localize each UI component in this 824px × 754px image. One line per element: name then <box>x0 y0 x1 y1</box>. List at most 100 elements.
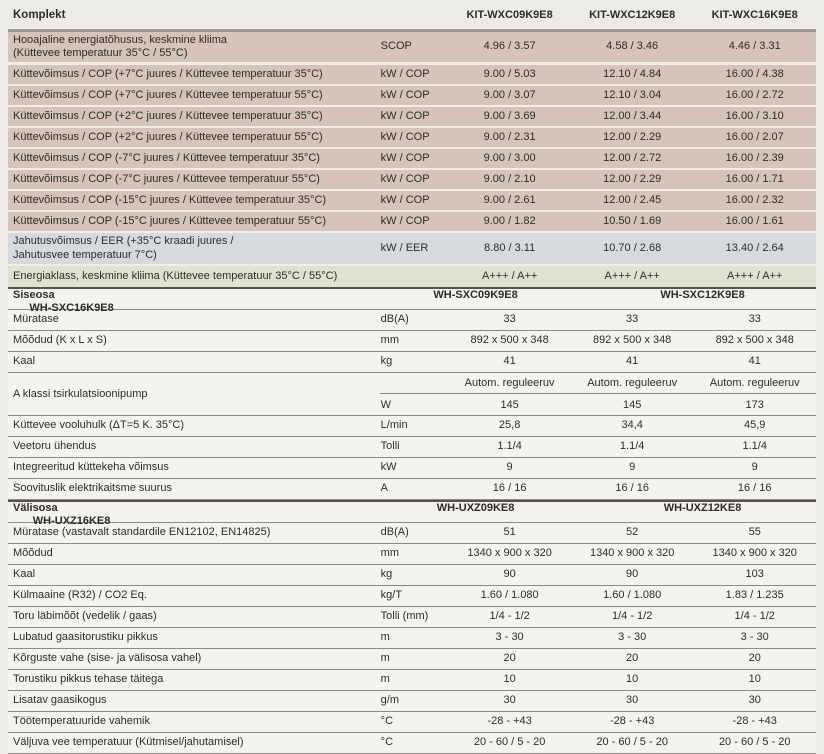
value-cell: 30 <box>748 694 761 707</box>
table-row: Küttevõimsus / COP (-7°C juures / Küttev… <box>8 149 816 170</box>
split-subrows: Autom. reguleeruv Autom. reguleeruv Autom.… <box>379 373 816 415</box>
row-label-line: Hooajaline energiatõhusus, keskmine klii… <box>13 33 228 46</box>
row-label-line: Jahutusvee temperatuur 7°C) <box>13 248 157 261</box>
value-cell: 9.00 / 2.31 <box>483 130 536 143</box>
column-header-model: WH-UXZ09KE8 <box>436 502 515 514</box>
table-row: Küttevee vooluhulk (ΔT=5 K. 35°C) L/min 25… <box>8 416 816 437</box>
table-row: Torustiku pikkus tehase täitega m 10 10 10 <box>8 670 816 691</box>
unit-cell: kW <box>380 461 397 474</box>
value-cell: -28 - +43 <box>609 715 655 728</box>
value-cell: 12.00 / 2.29 <box>603 130 662 143</box>
value-cell: 20 - 60 / 5 - 20 <box>718 736 791 749</box>
value-cell: A+++ / A++ <box>604 269 660 282</box>
row-label-line: Integreeritud küttekeha võimsus <box>13 461 169 474</box>
value-cell: 1.83 / 1.235 <box>725 589 784 602</box>
value-cell: 1.60 / 1.080 <box>603 589 662 602</box>
value-cell: 51 <box>503 526 516 539</box>
unit-cell: kW / COP <box>380 67 430 80</box>
section-title: Komplekt <box>13 8 66 21</box>
value-cell: 33 <box>503 313 516 326</box>
unit-cell: mm <box>380 334 399 347</box>
value-cell: 9.00 / 2.61 <box>483 193 536 206</box>
column-header-model: KIT-WXC09K9E8 <box>466 8 553 21</box>
value-cell: 173 <box>745 398 764 411</box>
value-cell: 13.40 / 2.64 <box>725 241 784 254</box>
value-cell: 45,9 <box>744 419 766 432</box>
row-label-line: Kaal <box>13 355 36 368</box>
row-label: Küttevõimsus / COP (+7°C juures / Küttev… <box>8 89 380 102</box>
value-cell: 145 <box>622 398 642 411</box>
unit-cell: W <box>380 398 392 411</box>
unit-cell: g/m <box>380 694 400 707</box>
value-cell: 25,8 <box>498 419 521 432</box>
table-row: Mõõdud (K x L x S) mm 892 x 500 x 348 892 x… <box>8 331 816 352</box>
row-label-line: Kõrguste vahe (sise- ja välisosa vahel) <box>13 652 202 665</box>
table-row: Toru läbimõõt (vedelik / gaas) Tolli (mm)… <box>8 607 816 628</box>
split-subrow: Autom. reguleeruv Autom. reguleeruv Autom.… <box>379 373 816 394</box>
column-header-model: WH-SXC16K9E8 <box>29 302 114 315</box>
row-label-line: Külmaaine (R32) / CO2 Eq. <box>13 589 147 602</box>
row-label: Väljuva vee temperatuur (Kütmisel/jahuta… <box>8 736 380 749</box>
row-label: Jahutusvõimsus / EER (+35°C kraadi juure… <box>8 235 380 261</box>
value-cell: 12.00 / 2.72 <box>603 151 662 164</box>
value-cell: A+++ / A++ <box>727 269 783 282</box>
value-cell: -28 - +43 <box>732 715 777 728</box>
table-row: Integreeritud küttekeha võimsus kW 9 9 9 <box>8 458 816 479</box>
table-row: Küttevõimsus / COP (-15°C juures / Kütte… <box>8 212 816 233</box>
column-header-model: WH-UXZ12KE8 <box>663 502 742 514</box>
row-label: Külmaaine (R32) / CO2 Eq. <box>8 589 380 602</box>
row-label: Küttevõimsus / COP (-15°C juures / Kütte… <box>8 194 380 207</box>
value-cell: 1.1/4 <box>619 440 645 453</box>
row-label: Müratase (vastavalt standardile EN12102,… <box>8 526 380 539</box>
value-cell: 20 <box>748 652 761 665</box>
split-subrow: W 145 145 173 <box>380 394 816 415</box>
unit-cell: mm <box>380 547 399 560</box>
value-cell: 16.00 / 1.61 <box>725 214 784 227</box>
value-cell: 145 <box>500 398 519 411</box>
value-cell: 16 / 16 <box>615 482 649 495</box>
table-row: Energiaklass, keskmine kliima (Küttevee … <box>8 266 816 287</box>
value-cell: 1.60 / 1.080 <box>480 589 539 602</box>
value-cell: 10 <box>748 673 761 686</box>
table-row: Hooajaline energiatõhusus, keskmine klii… <box>8 32 816 65</box>
row-label: Lubatud gaasitorustiku pikkus <box>8 631 380 644</box>
table-row: Väljuva vee temperatuur (Kütmisel/jahuta… <box>8 733 816 754</box>
value-cell: Autom. reguleeruv <box>709 377 800 389</box>
row-label: Küttevõimsus / COP (-7°C juures / Küttev… <box>8 152 380 165</box>
value-cell: 30 <box>626 694 639 707</box>
value-cell: 8.80 / 3.11 <box>484 241 536 254</box>
value-cell: 1/4 - 1/2 <box>611 610 653 623</box>
row-label-line: Veetoru ühendus <box>13 440 97 453</box>
unit-cell: kW / COP <box>380 214 430 227</box>
value-cell: 34,4 <box>621 419 643 432</box>
row-label-line: Küttevõimsus / COP (-15°C juures / Kütte… <box>13 193 327 206</box>
table-row: Mõõdud mm 1340 x 900 x 320 1340 x 900 x 320… <box>8 544 816 565</box>
row-label-line: Torustiku pikkus tehase täitega <box>13 673 164 686</box>
row-label: Torustiku pikkus tehase täitega <box>8 673 380 686</box>
value-cell: 9.00 / 3.00 <box>483 151 536 164</box>
table-row: Kõrguste vahe (sise- ja välisosa vahel) m… <box>8 649 816 670</box>
unit-cell: L/min <box>380 419 408 432</box>
value-cell: 1.1/4 <box>742 440 767 453</box>
value-cell: 12.00 / 3.44 <box>603 109 662 122</box>
row-label-line: Küttevee vooluhulk (ΔT=5 K. 35°C) <box>13 419 185 432</box>
row-label-line: Küttevõimsus / COP (+2°C juures / Küttev… <box>13 130 323 143</box>
table-row: Lubatud gaasitorustiku pikkus m 3 - 30 3 - … <box>8 628 816 649</box>
unit-cell: kW / COP <box>380 88 430 101</box>
table-row: Kaal kg 90 90 103 <box>8 565 816 586</box>
value-cell: 892 x 500 x 348 <box>715 334 794 347</box>
row-label: Hooajaline energiatõhusus, keskmine klii… <box>8 34 380 60</box>
row-label-line: Soovituslik elektrikaitsme suurus <box>13 482 172 495</box>
column-header-model: WH-SXC12K9E8 <box>660 289 745 301</box>
row-label-line: Küttevõimsus / COP (-7°C juures / Küttev… <box>13 172 320 185</box>
row-label: Lisatav gaasikogus <box>8 694 380 707</box>
row-label-line: Lisatav gaasikogus <box>13 694 107 707</box>
value-cell: Autom. reguleeruv <box>587 377 678 389</box>
table-row-split: A klassi tsirkulatsioonipump Autom. regul… <box>8 373 816 416</box>
value-cell: 16.00 / 2.39 <box>725 151 784 164</box>
section-title: Siseosa <box>13 289 55 301</box>
value-cell: 9 <box>751 461 758 474</box>
value-cell: 33 <box>626 313 639 326</box>
value-cell: 1.1/4 <box>497 440 522 453</box>
